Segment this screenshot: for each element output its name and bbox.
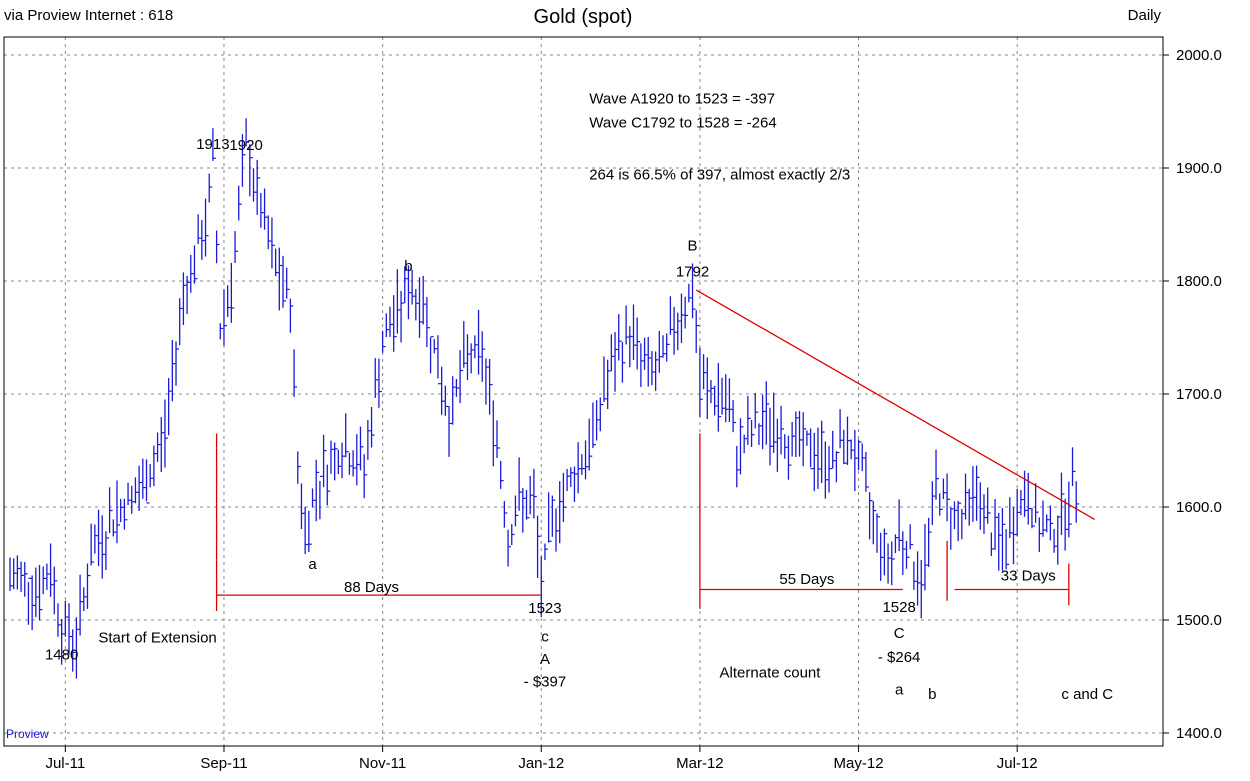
wave-label: 88 Days: [344, 579, 399, 596]
x-tick-label: May-12: [834, 755, 884, 772]
wave-label: c: [541, 628, 549, 645]
wave-info-text: Wave A1920 to 1523 = -397 Wave C1792 to 1…: [589, 91, 850, 184]
x-tick-label: Jul-12: [997, 755, 1038, 772]
wave-label: 1913: [196, 136, 229, 153]
axes: 1400.0 1500.0 1600.0 1700.0 1800.0 1900.0 2000…: [3, 36, 1222, 772]
x-tick-label: Nov-11: [359, 755, 406, 772]
price-bars: [9, 118, 1080, 679]
wave-label: - $264: [878, 649, 921, 666]
info-line: Wave C1792 to 1528 = -264: [589, 114, 777, 131]
y-tick-label: 1800.0: [1176, 273, 1222, 290]
proview-watermark: Proview: [6, 727, 49, 741]
x-tick-label: Sep-11: [200, 755, 247, 772]
wave-labels: 1480 Start of Extension 1913 1920 a 88 Days b 1…: [45, 136, 1113, 703]
x-tick-label: Jan-12: [518, 755, 564, 772]
annotation-lines: [215, 289, 1095, 611]
wave-label: 55 Days: [779, 571, 834, 588]
wave-label: a: [308, 556, 317, 573]
wave-label: b: [404, 258, 412, 275]
info-line: 264 is 66.5% of 397, almost exactly 2/3: [589, 166, 850, 183]
info-line: Wave A1920 to 1523 = -397: [589, 91, 775, 108]
wave-label: Start of Extension: [98, 630, 216, 647]
red-line-trendline: [695, 289, 1095, 520]
wave-label: - $397: [524, 674, 567, 691]
source-label: via Proview Internet : 618: [4, 7, 173, 24]
y-tick-label: 1700.0: [1176, 386, 1222, 403]
y-tick-label: 1600.0: [1176, 499, 1222, 516]
x-tick-label: Jul-11: [45, 755, 85, 772]
wave-label: b: [928, 686, 936, 703]
chart-title: Gold (spot): [534, 6, 633, 28]
y-tick-label: 1400.0: [1176, 725, 1222, 742]
wave-label: B: [688, 237, 698, 254]
y-tick-label: 2000.0: [1176, 47, 1222, 64]
wave-label: 1920: [229, 137, 262, 154]
y-tick-label: 1900.0: [1176, 160, 1222, 177]
wave-label: A: [540, 651, 550, 668]
wave-label: c and C: [1061, 686, 1113, 703]
wave-label: 33 Days: [1001, 567, 1056, 584]
wave-label: 1528: [882, 599, 915, 616]
frequency-label: Daily: [1128, 7, 1162, 24]
wave-label: C: [894, 625, 905, 642]
x-tick-label: Mar-12: [676, 755, 724, 772]
wave-label: 1480: [45, 647, 78, 664]
y-tick-label: 1500.0: [1176, 612, 1222, 629]
wave-label: 1792: [676, 263, 709, 280]
plot-frame: [3, 36, 1164, 747]
wave-label: 1523: [528, 600, 561, 617]
wave-label: Alternate count: [720, 665, 822, 682]
wave-label: a: [895, 682, 904, 699]
